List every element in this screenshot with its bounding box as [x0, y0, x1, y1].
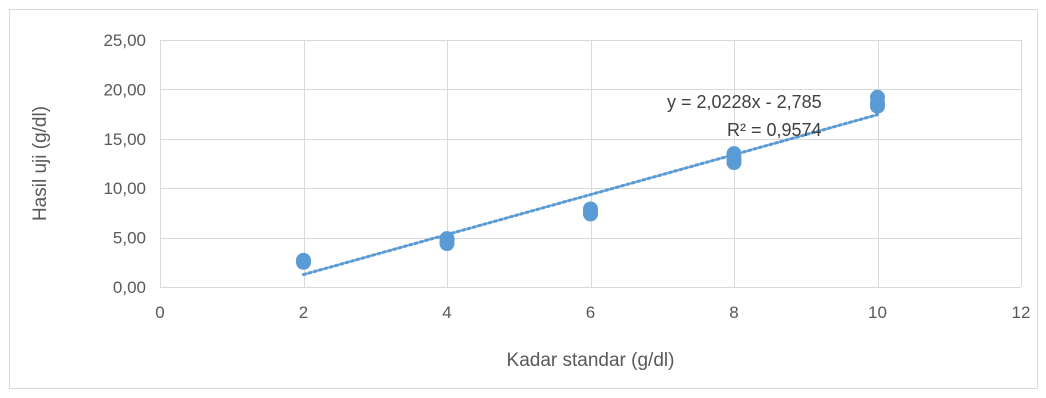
- data-points: [296, 89, 885, 270]
- y-tick-label: 10,00: [103, 179, 146, 198]
- tick-labels: 0,00 5,00 10,00 15,00 20,00 25,00 0 2 4 6 8 10 12: [103, 31, 1030, 322]
- data-point: [583, 201, 598, 217]
- y-tick-label: 15,00: [103, 130, 146, 149]
- y-tick-label: 20,00: [103, 80, 146, 99]
- data-point: [296, 252, 311, 268]
- x-tick-label: 8: [729, 303, 738, 322]
- x-tick-label: 2: [299, 303, 308, 322]
- trendline-r-squared: R² = 0,9574: [727, 120, 822, 140]
- y-tick-label: 5,00: [113, 229, 146, 248]
- y-axis-title: Hasil uji (g/dl): [30, 106, 51, 221]
- chart-frame: 0,00 5,00 10,00 15,00 20,00 25,00 0 2 4 6 8 10 12 y …: [9, 9, 1038, 389]
- data-point: [439, 231, 455, 247]
- x-tick-label: 10: [868, 303, 887, 322]
- y-tick-label: 25,00: [103, 31, 146, 50]
- data-point: [870, 89, 885, 105]
- x-tick-label: 0: [155, 303, 164, 322]
- x-axis-title: Kadar standar (g/dl): [507, 350, 675, 371]
- scatter-chart: 0,00 5,00 10,00 15,00 20,00 25,00 0 2 4 6 8 10 12 y …: [30, 31, 1030, 371]
- grid-lines: [160, 40, 1022, 288]
- trendline-equation: y = 2,0228x - 2,785: [667, 92, 822, 112]
- x-tick-label: 6: [586, 303, 595, 322]
- trendline: [302, 113, 879, 277]
- trendline-group: [302, 113, 879, 277]
- data-point: [726, 146, 742, 162]
- y-tick-label: 0,00: [113, 278, 146, 297]
- x-tick-label: 4: [442, 303, 451, 322]
- x-tick-label: 12: [1012, 303, 1031, 322]
